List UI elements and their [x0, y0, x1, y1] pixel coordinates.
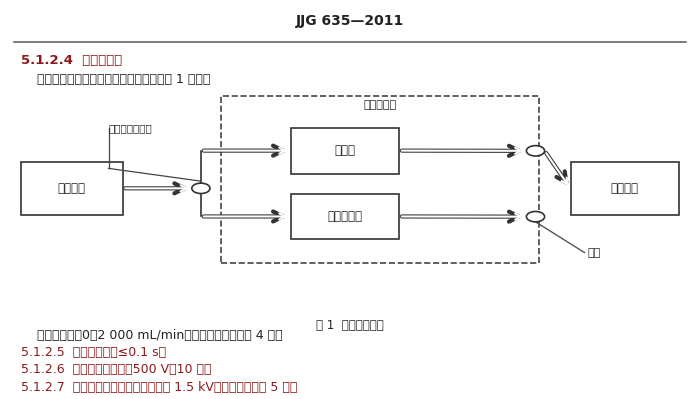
Text: 标准气体: 标准气体 [57, 182, 85, 195]
Bar [21, 162, 122, 215]
Text: 5.1.2.7  绣缘强度测试仪：电压不低于 1.5 kV，准确度级别为 5 级。: 5.1.2.7 绣缘强度测试仪：电压不低于 1.5 kV，准确度级别为 5 级。 [21, 381, 298, 394]
Text: JJG 635—2011: JJG 635—2011 [296, 14, 404, 28]
Text: 被检仪器: 被检仪器 [610, 182, 638, 195]
Text: 5.1.2.6  绣缘电阻测试仪：500 V，10 级。: 5.1.2.6 绣缘电阻测试仪：500 V，10 级。 [21, 363, 211, 377]
Text: 图 1  仪器检定框图: 图 1 仪器检定框图 [316, 319, 384, 332]
Text: 流量计: 流量计 [335, 144, 355, 157]
Text: 气体流量计：0～2 000 mL/min，准确度级别不低于 4 级。: 气体流量计：0～2 000 mL/min，准确度级别不低于 4 级。 [21, 329, 283, 342]
Text: 旁通流量计: 旁通流量计 [328, 210, 363, 223]
Bar [290, 194, 399, 239]
Text: 放空: 放空 [588, 247, 601, 258]
Circle shape [526, 211, 545, 222]
Text: 流量控制器由两个气体流量计组成。如图 1 所示。: 流量控制器由两个气体流量计组成。如图 1 所示。 [21, 73, 211, 86]
Bar [570, 162, 679, 215]
Text: 流量控制器入口: 流量控制器入口 [108, 122, 153, 133]
Text: 流量控制器: 流量控制器 [363, 100, 396, 110]
Bar [220, 96, 539, 263]
Bar [290, 128, 399, 174]
Circle shape [192, 183, 210, 194]
Text: 5.1.2.4  流量控制器: 5.1.2.4 流量控制器 [21, 54, 122, 67]
Text: 5.1.2.5  秒表：分辨力≤0.1 s。: 5.1.2.5 秒表：分辨力≤0.1 s。 [21, 346, 166, 359]
Circle shape [526, 146, 545, 156]
